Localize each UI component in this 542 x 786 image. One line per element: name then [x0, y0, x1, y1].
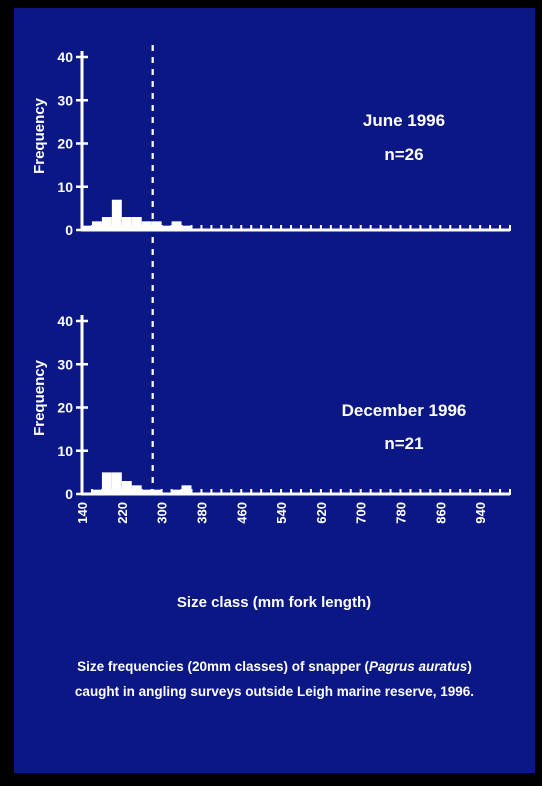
histogram-bar	[131, 485, 142, 494]
y-tick-label: 10	[57, 179, 73, 195]
histogram-bar	[141, 221, 152, 230]
histogram-bar	[171, 221, 182, 230]
y-tick-label: 10	[57, 443, 73, 459]
caption-species-name: Pagrus auratus	[369, 659, 468, 674]
histogram-bar	[121, 217, 132, 230]
y-axis-label: Frequency	[31, 97, 48, 174]
x-tick-label: 940	[473, 502, 488, 524]
y-tick-label: 30	[57, 356, 73, 372]
x-tick-label: 380	[194, 502, 209, 524]
x-axis-label: Size class (mm fork length)	[177, 594, 371, 611]
figure-caption: Size frequencies (20mm classes) of snapp…	[14, 654, 535, 704]
histogram-bar	[121, 481, 132, 494]
x-tick-label: 220	[115, 502, 130, 524]
y-tick-label: 20	[57, 400, 73, 416]
histogram-bar	[181, 225, 192, 230]
panel-title: June 1996	[363, 111, 445, 130]
histogram-bar	[131, 217, 142, 230]
x-tick-label: 460	[234, 502, 249, 524]
x-tick-label: 140	[75, 502, 90, 524]
y-tick-label: 20	[57, 136, 73, 152]
caption-line1-start: Size frequencies (20mm classes) of snapp…	[77, 659, 370, 674]
chart-slide: 0 10 20 30 40 Frequency June 1996 n=26 0 10 20 30 40…	[14, 8, 535, 773]
histogram-bar	[111, 472, 122, 494]
y-tick-label: 40	[57, 49, 73, 65]
histogram-panel-2: 0 10 20 30 40 Frequency December 1996 n=21	[31, 313, 511, 502]
histogram-bar	[111, 199, 122, 230]
histogram-bar	[91, 221, 102, 230]
y-tick-label: 40	[57, 313, 73, 329]
x-tick-label: 300	[155, 502, 170, 524]
x-tick-label: 860	[433, 502, 448, 524]
histogram-bar	[171, 489, 182, 494]
histogram-bar	[101, 472, 112, 494]
histogram-bar	[82, 225, 92, 230]
y-tick-label: 0	[65, 222, 73, 238]
panel-sample-size: n=26	[384, 145, 423, 164]
histogram-bar	[181, 485, 192, 494]
x-tick-label: 620	[314, 502, 329, 524]
x-tick-label: 780	[394, 502, 409, 524]
histogram-bar	[141, 489, 152, 494]
histogram-bar	[151, 221, 162, 230]
histogram-bar	[101, 217, 112, 230]
y-axis-label: Frequency	[31, 359, 48, 436]
panel-sample-size: n=21	[384, 434, 423, 453]
histogram-bar	[91, 489, 102, 494]
x-tick-label: 540	[274, 502, 289, 524]
panel-title: December 1996	[342, 401, 467, 420]
histogram-bar	[151, 489, 162, 494]
x-axis-tick-labels: 140 220 300 380 460 540 620 700 780 860 940	[75, 502, 488, 524]
histogram-bar	[161, 225, 172, 230]
histogram-figure: 0 10 20 30 40 Frequency June 1996 n=26 0 10 20 30 40…	[31, 45, 511, 611]
caption-line2: caught in angling surveys outside Leigh …	[74, 684, 475, 699]
x-tick-label: 700	[354, 502, 369, 524]
histogram-panel-1: 0 10 20 30 40 Frequency June 1996 n=26	[31, 49, 511, 238]
y-tick-label: 30	[57, 92, 73, 108]
y-tick-label: 0	[65, 486, 73, 502]
caption-line1-end: )	[467, 659, 472, 674]
